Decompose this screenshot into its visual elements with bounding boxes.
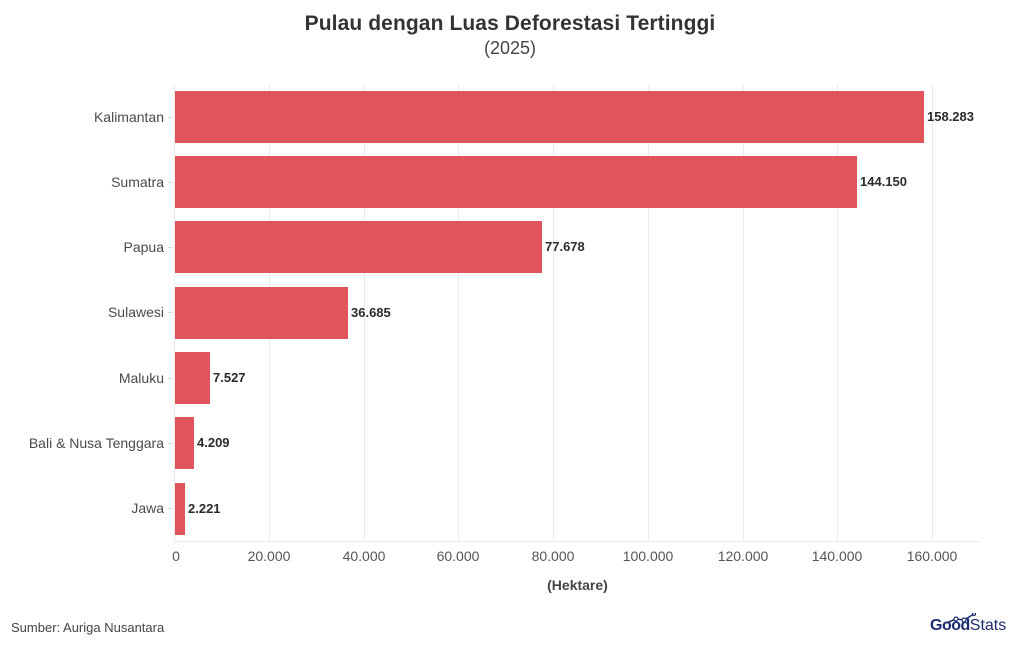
category-label: Kalimantan bbox=[93, 109, 164, 125]
bar-value-label: 77.678 bbox=[545, 239, 585, 254]
gridline bbox=[742, 85, 744, 541]
x-axis-line bbox=[174, 541, 981, 542]
category-label: Sulawesi bbox=[107, 304, 164, 320]
x-tick-label: 160.000 bbox=[906, 548, 958, 564]
x-tick-label: 140.000 bbox=[811, 548, 863, 564]
logo-text-light: Stats bbox=[969, 617, 1007, 634]
y-tick bbox=[168, 312, 173, 313]
trend-line-icon bbox=[945, 613, 976, 624]
bar-value-label: 158.283 bbox=[927, 109, 974, 124]
chart-title: Pulau dengan Luas Deforestasi Tertinggi bbox=[304, 12, 716, 35]
gridline bbox=[553, 85, 554, 541]
y-tick bbox=[168, 182, 173, 183]
gridline bbox=[837, 85, 839, 541]
bar-maluku[interactable] bbox=[174, 352, 210, 404]
gridline bbox=[932, 85, 933, 541]
y-tick bbox=[168, 508, 173, 509]
category-label: Bali & Nusa Tenggara bbox=[28, 435, 164, 451]
y-tick bbox=[168, 378, 173, 379]
gridline bbox=[458, 85, 460, 541]
bar-value-label: 144.150 bbox=[860, 174, 907, 189]
category-label: Sumatra bbox=[111, 174, 164, 190]
x-tick-label: 100.000 bbox=[622, 548, 674, 564]
y-tick bbox=[168, 247, 173, 248]
gridline bbox=[363, 85, 365, 541]
bar-bali-nusa-tenggara[interactable] bbox=[174, 417, 194, 469]
x-tick-label: 0 bbox=[172, 548, 180, 564]
bar-value-label: 4.209 bbox=[197, 435, 230, 450]
y-axis-line bbox=[174, 85, 175, 541]
y-tick bbox=[168, 117, 173, 118]
category-label: Jawa bbox=[131, 500, 164, 516]
bar-sumatra[interactable] bbox=[174, 156, 857, 208]
plot-area: 158.283 144.150 77.678 36.685 7.527 4.20… bbox=[174, 85, 981, 541]
bar-value-label: 7.527 bbox=[213, 370, 246, 385]
bar-sulawesi[interactable] bbox=[174, 287, 348, 339]
bar-jawa[interactable] bbox=[174, 483, 185, 535]
x-tick-label: 80.000 bbox=[531, 548, 575, 564]
bar-value-label: 36.685 bbox=[351, 305, 391, 320]
y-tick bbox=[168, 443, 173, 444]
x-tick-label: 120.000 bbox=[717, 548, 769, 564]
x-tick-label: 20.000 bbox=[247, 548, 291, 564]
bar-value-label: 2.221 bbox=[188, 501, 221, 516]
source-note: Sumber: Auriga Nusantara bbox=[11, 620, 165, 635]
goodstats-logo: GoodStats bbox=[930, 613, 1007, 635]
category-label: Maluku bbox=[118, 370, 164, 386]
x-tick-label: 60.000 bbox=[436, 548, 480, 564]
bar-papua[interactable] bbox=[174, 221, 542, 273]
category-label: Papua bbox=[123, 239, 164, 255]
bar-kalimantan[interactable] bbox=[174, 91, 924, 143]
x-tick-label: 40.000 bbox=[342, 548, 386, 564]
x-axis-title: (Hektare) bbox=[547, 577, 608, 593]
chart-subtitle: (2025) bbox=[483, 38, 537, 58]
logo-text-bold: Good bbox=[930, 617, 970, 634]
gridline bbox=[647, 85, 649, 541]
